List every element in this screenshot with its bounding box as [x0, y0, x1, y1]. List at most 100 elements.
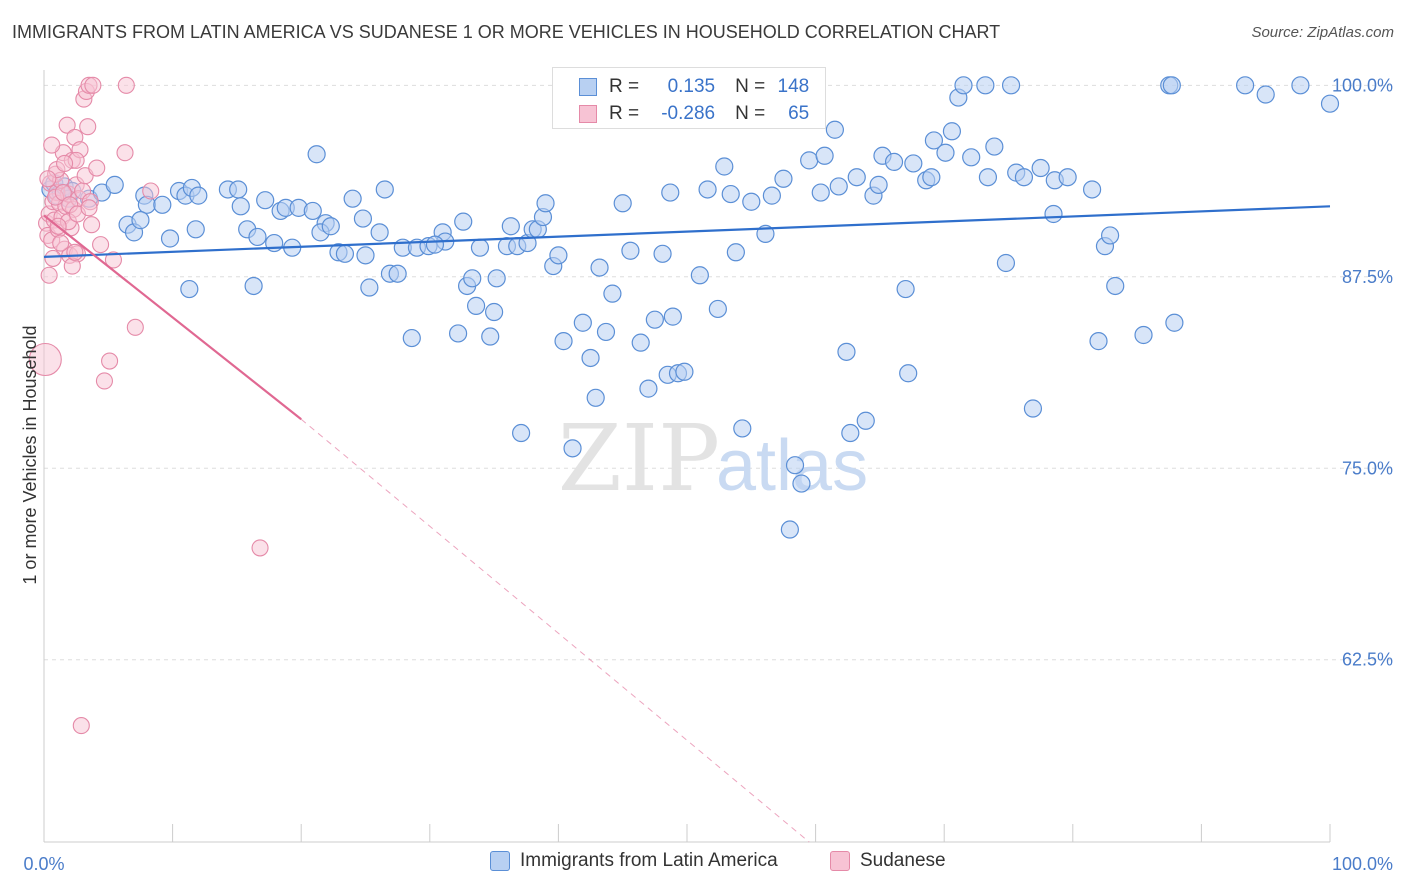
sudanese-point — [84, 76, 102, 94]
latin-america-point — [726, 243, 745, 262]
latin-america-point — [1134, 325, 1153, 345]
latin-america-point — [487, 269, 506, 288]
axis-layer: 100.0% 87.5% 75.0% 62.5% 0.0% 100.0% — [23, 70, 1393, 874]
latin-america-point — [922, 168, 941, 187]
latin-america-point — [1162, 76, 1181, 95]
latin-america-point — [356, 246, 375, 265]
latin-america-point — [402, 328, 421, 348]
latin-america-point — [470, 238, 490, 257]
latin-america-point — [742, 192, 761, 211]
latin-america-point — [613, 194, 632, 213]
latin-america-point — [603, 284, 622, 303]
legend-label-latin-america: Immigrants from Latin America — [520, 850, 778, 871]
latin-america-point — [1058, 168, 1077, 187]
latin-america-point — [231, 197, 250, 216]
latin-america-point — [360, 278, 379, 297]
latin-america-point — [762, 186, 781, 205]
latin-america-point — [825, 120, 844, 139]
latin-america-point — [904, 154, 923, 173]
legend-item-sudanese[interactable]: Sudanese — [830, 850, 946, 872]
latin-america-point — [248, 227, 267, 247]
latin-america-point — [1236, 76, 1255, 95]
stats-swatch-pink — [579, 105, 597, 123]
latin-america-point — [869, 175, 888, 194]
chart-title: IMMIGRANTS FROM LATIN AMERICA VS SUDANES… — [12, 22, 1001, 42]
latin-america-point — [774, 169, 793, 188]
latin-america-point — [733, 419, 752, 438]
latin-america-point — [780, 520, 799, 539]
latin-america-point — [105, 175, 124, 194]
stats-row-blue: R = 0.135 N = 148 — [579, 76, 809, 98]
stats-r-label: R = — [609, 76, 640, 97]
latin-america-point — [715, 157, 734, 176]
latin-america-point — [1106, 276, 1125, 296]
latin-america-point — [501, 217, 520, 236]
sudanese-point — [56, 154, 74, 172]
watermark-zip: ZIP — [558, 405, 720, 512]
latin-america-point — [256, 191, 275, 210]
stats-n-label: N = — [735, 103, 766, 124]
latin-america-point — [631, 333, 650, 352]
latin-america-trend-line — [43, 205, 1331, 258]
latin-america-point — [425, 235, 445, 254]
stats-n-value: 65 — [788, 103, 810, 124]
latin-america-point — [1044, 204, 1063, 224]
sudanese-point — [95, 372, 113, 390]
latin-america-point — [962, 148, 981, 167]
latin-america-point — [690, 266, 709, 285]
sudanese-point — [63, 257, 81, 275]
legend-item-latin-america[interactable]: Immigrants from Latin America — [490, 850, 778, 872]
latin-america-point — [942, 122, 962, 141]
source-credit: Source: ZipAtlas.com — [1251, 24, 1394, 41]
latin-america-point — [800, 151, 819, 170]
latin-america-point — [388, 264, 407, 283]
latin-america-point — [590, 258, 609, 277]
y-tick-label: 100.0% — [1332, 75, 1393, 95]
sudanese-point — [39, 170, 57, 188]
sudanese-point — [40, 266, 58, 284]
latin-america-point — [485, 302, 504, 322]
latin-america-point — [899, 364, 918, 383]
sudanese-point — [251, 539, 269, 557]
latin-america-point — [976, 76, 995, 95]
latin-america-point — [663, 307, 682, 326]
latin-america-point — [1014, 168, 1034, 187]
latin-america-point — [375, 180, 394, 199]
legend-swatch-pink — [830, 851, 850, 871]
sudanese-point — [72, 717, 90, 735]
stats-row-pink: R = -0.286 N = 65 — [579, 103, 809, 125]
bottom-legend: Immigrants from Latin America Sudanese — [0, 850, 1406, 880]
sudanese-point — [28, 342, 62, 377]
latin-america-point — [884, 152, 904, 172]
latin-america-point — [131, 211, 150, 230]
stats-r-value: -0.286 — [661, 103, 716, 124]
latin-america-point — [996, 253, 1016, 273]
latin-america-point — [936, 143, 955, 162]
latin-america-point — [307, 145, 326, 164]
latin-america-point — [811, 183, 830, 202]
latin-america-point — [645, 310, 664, 329]
stats-legend: R = 0.135 N = 148 R = -0.286 N = 65 — [552, 67, 826, 129]
latin-america-point — [1089, 332, 1108, 351]
x-tick-label: 100.0% — [1332, 854, 1393, 874]
latin-america-point — [621, 241, 640, 260]
latin-america-point — [596, 322, 616, 342]
legend-label-sudanese: Sudanese — [860, 850, 946, 871]
latin-america-point — [1001, 76, 1021, 95]
latin-america-point — [792, 474, 811, 493]
latin-america-point — [160, 229, 180, 248]
sudanese-point — [83, 216, 101, 234]
stats-n-value: 148 — [777, 76, 810, 97]
latin-america-point — [586, 388, 605, 407]
latin-america-point — [1165, 313, 1184, 332]
latin-america-point — [353, 209, 373, 228]
latin-america-point — [321, 217, 340, 236]
sudanese-point — [66, 243, 84, 261]
latin-america-point — [153, 195, 172, 214]
sudanese-point — [142, 182, 160, 200]
stats-r-label: R = — [609, 103, 640, 124]
latin-america-point — [512, 423, 531, 443]
sudanese-point — [101, 352, 119, 370]
latin-america-point — [303, 201, 322, 221]
